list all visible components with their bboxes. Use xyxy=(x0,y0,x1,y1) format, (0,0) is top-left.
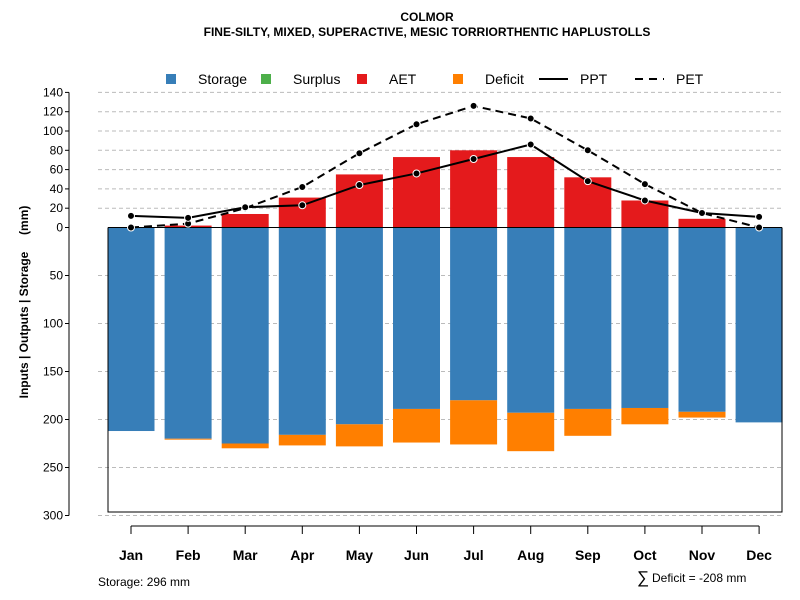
deficit-bar xyxy=(278,434,326,446)
ppt-point xyxy=(583,177,592,186)
chart-title: COLMOR xyxy=(400,10,454,24)
x-tick-label: Apr xyxy=(290,547,315,563)
x-tick-label: Jul xyxy=(463,547,483,563)
axes: 0 20 40 60 80 100 120 140 50 100 150 200 250 300 Jan Fe… xyxy=(43,85,783,563)
y-tick-label: 50 xyxy=(50,269,64,283)
aet-bar xyxy=(393,157,440,228)
deficit-bar xyxy=(621,407,669,425)
legend-swatch-storage xyxy=(166,74,176,84)
pet-point xyxy=(640,180,649,189)
ppt-point xyxy=(184,213,193,222)
y-axis-label: Inputs | Outputs | Storage (mm) xyxy=(17,206,31,399)
aet-bar xyxy=(221,213,269,228)
storage-bar xyxy=(335,227,383,425)
x-tick-label: Mar xyxy=(233,547,258,563)
storage-bar xyxy=(164,227,212,439)
storage-annotation: Storage: 296 mm xyxy=(98,575,190,589)
storage-bar xyxy=(564,227,612,409)
y-tick-label: 60 xyxy=(50,163,64,177)
legend: Storage Surplus AET Deficit PPT PET xyxy=(166,71,704,87)
storage-bar xyxy=(107,227,155,432)
ppt-point xyxy=(640,196,649,205)
ppt-point xyxy=(755,212,764,221)
deficit-bar xyxy=(564,408,612,436)
legend-swatch-aet xyxy=(357,74,367,84)
x-tick-label: May xyxy=(346,547,373,563)
y-tick-label: 140 xyxy=(43,85,63,99)
legend-label-ppt: PPT xyxy=(580,71,608,87)
deficit-bar xyxy=(678,411,726,418)
storage-bar xyxy=(393,227,440,409)
series-lines xyxy=(127,101,764,232)
x-tick-label: Sep xyxy=(575,547,601,563)
y-tick-label: 150 xyxy=(43,365,63,379)
ppt-point xyxy=(241,203,250,212)
y-tick-label: 100 xyxy=(43,317,63,331)
y-tick-label: 100 xyxy=(43,124,63,138)
ppt-point xyxy=(355,181,364,190)
pet-point xyxy=(469,101,478,110)
chart-subtitle: FINE-SILTY, MIXED, SUPERACTIVE, MESIC TO… xyxy=(204,25,651,39)
ppt-point xyxy=(526,140,535,149)
bars xyxy=(107,150,783,452)
pet-point xyxy=(412,120,421,129)
y-tick-label: 0 xyxy=(56,221,63,235)
legend-label-pet: PET xyxy=(676,71,704,87)
deficit-bar xyxy=(507,412,555,452)
deficit-bar xyxy=(164,438,212,440)
legend-label-surplus: Surplus xyxy=(293,71,340,87)
x-tick-label: Dec xyxy=(746,547,772,563)
pet-point xyxy=(526,114,535,123)
legend-label-aet: AET xyxy=(389,71,417,87)
x-tick-label: Nov xyxy=(689,547,716,563)
aet-bar xyxy=(621,200,669,228)
x-tick-label: Oct xyxy=(633,547,657,563)
pet-point xyxy=(355,149,364,158)
storage-bar xyxy=(678,227,726,412)
legend-swatch-deficit xyxy=(453,74,463,84)
legend-label-storage: Storage xyxy=(198,71,247,87)
pet-point xyxy=(127,223,135,232)
ppt-point xyxy=(698,209,706,218)
legend-label-deficit: Deficit xyxy=(485,71,524,87)
storage-bar xyxy=(450,227,498,401)
deficit-bar xyxy=(335,424,383,447)
y-tick-label: 250 xyxy=(43,461,63,475)
x-tick-label: Jun xyxy=(404,547,429,563)
ppt-point xyxy=(298,201,307,210)
storage-bar xyxy=(221,227,269,444)
ppt-point xyxy=(412,169,421,178)
pet-point xyxy=(298,182,307,191)
deficit-sum-symbol: ∑ xyxy=(637,568,649,587)
y-tick-label: 300 xyxy=(43,509,63,523)
pet-line xyxy=(130,104,760,229)
storage-bar xyxy=(278,227,326,435)
storage-bar xyxy=(621,227,669,408)
legend-swatch-surplus xyxy=(261,74,271,84)
x-tick-label: Jan xyxy=(119,547,143,563)
storage-capacity-box xyxy=(107,227,783,513)
deficit-bar xyxy=(450,400,498,445)
deficit-bar xyxy=(221,443,269,449)
x-tick-label: Aug xyxy=(517,547,544,563)
ppt-line xyxy=(130,143,760,219)
deficit-bar xyxy=(393,408,440,443)
ppt-point xyxy=(469,154,478,163)
y-tick-label: 80 xyxy=(50,143,64,157)
ppt-point xyxy=(127,211,135,220)
y-tick-label: 20 xyxy=(50,201,64,215)
pet-point xyxy=(583,146,592,155)
y-tick-label: 40 xyxy=(50,182,64,196)
deficit-annotation: Deficit = -208 mm xyxy=(652,571,746,585)
x-tick-label: Feb xyxy=(176,547,201,563)
aet-bar xyxy=(507,157,555,228)
y-tick-label: 200 xyxy=(43,413,63,427)
storage-bar xyxy=(735,227,783,423)
pet-point xyxy=(755,223,764,232)
storage-bar xyxy=(507,227,555,413)
aet-bar xyxy=(678,218,726,228)
y-tick-label: 120 xyxy=(43,105,63,119)
